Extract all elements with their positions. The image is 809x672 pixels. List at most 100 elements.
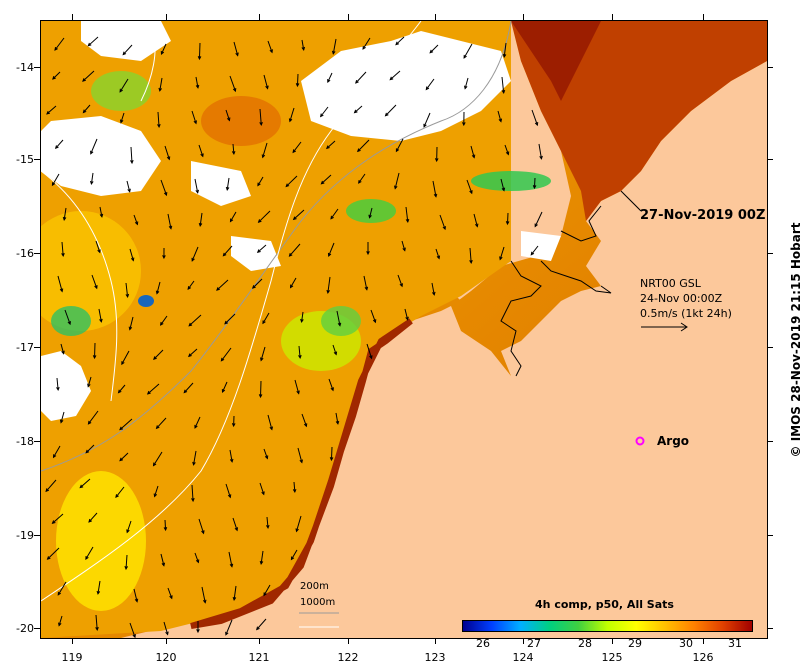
current-vector [504, 144, 509, 155]
map-canvas[interactable] [40, 20, 768, 639]
current-vector [328, 378, 334, 391]
current-vector [147, 383, 160, 395]
current-vector [401, 240, 406, 251]
current-vector [121, 350, 130, 365]
current-vector [161, 43, 167, 55]
current-vector-head [126, 529, 130, 534]
current-vector-head [194, 424, 198, 429]
current-vector-head [216, 287, 220, 291]
current-vector [183, 382, 194, 393]
current-vector-head [124, 566, 128, 571]
current-vector-head [256, 626, 260, 631]
y-tick-label: -15 [16, 153, 34, 166]
current-vector [429, 44, 439, 54]
current-vector-head [134, 221, 139, 226]
bathymetry-1000m-label: 1000m [300, 597, 336, 608]
current-vector [79, 478, 91, 488]
current-vector [267, 40, 273, 53]
current-vector [87, 376, 92, 387]
current-vector [198, 144, 204, 157]
current-vector-head [54, 145, 59, 150]
current-vector-head [87, 42, 92, 47]
current-vector-head [191, 257, 195, 262]
current-vector-head [288, 252, 293, 257]
current-vector-head [262, 320, 266, 325]
current-vector [229, 449, 233, 462]
current-vector [199, 212, 203, 226]
current-vector-head [330, 387, 334, 392]
current-vector-head [163, 527, 168, 532]
current-vector-head [285, 183, 290, 188]
current-vector [194, 552, 199, 563]
current-vector-head [54, 46, 58, 51]
current-vector-head [166, 156, 171, 161]
current-vector [533, 177, 536, 189]
current-vector [129, 316, 134, 330]
colorbar-tick: 28 [578, 637, 592, 650]
current-vector [167, 213, 172, 229]
current-vector-head [434, 158, 439, 163]
current-vector [163, 621, 169, 635]
current-vector [188, 348, 198, 357]
current-vector-head [394, 185, 398, 190]
current-vector-head [356, 148, 361, 153]
current-vector-head [333, 351, 338, 356]
coastline [500, 205, 612, 377]
current-vector-head [355, 79, 359, 84]
current-vector [47, 547, 60, 560]
current-vector [133, 214, 138, 225]
current-vector-head [384, 112, 389, 117]
current-vector-head [196, 629, 200, 634]
current-vector [355, 71, 367, 84]
current-vector-head [99, 318, 103, 323]
contour-1000m [41, 21, 422, 602]
current-vector [369, 207, 373, 218]
current-vector-head [119, 457, 124, 462]
current-vector-head [51, 520, 56, 524]
current-vector-head [92, 355, 97, 360]
current-vector [225, 619, 233, 635]
current-vector [531, 109, 538, 126]
current-vector [60, 343, 65, 354]
current-vector-head [57, 591, 62, 596]
current-vector-head [153, 493, 158, 498]
current-vector [159, 77, 163, 91]
current-vector [335, 412, 339, 424]
current-vector [435, 248, 440, 259]
colorbar-tick: 26 [476, 637, 490, 650]
current-vector [98, 308, 102, 322]
current-vector-head [501, 187, 506, 192]
current-vector [160, 553, 165, 566]
current-vector-head [229, 563, 234, 568]
current-vector [328, 242, 335, 257]
reference-vector [641, 322, 688, 332]
current-vector-head [226, 117, 231, 122]
current-vector [187, 280, 195, 290]
current-vector [232, 143, 235, 155]
current-vector-head [45, 488, 50, 493]
current-vector-head [469, 259, 473, 265]
current-vector-head [261, 491, 265, 496]
current-source-line1: NRT00 GSL [640, 277, 701, 290]
current-vector-head [224, 320, 228, 325]
current-vector-head [331, 50, 336, 55]
current-vector-head [201, 530, 205, 535]
current-vector-head [115, 494, 119, 499]
current-vector-head [51, 182, 56, 187]
current-vector-head [264, 455, 269, 460]
current-vector-head [169, 595, 173, 600]
current-vector-head [232, 88, 237, 93]
current-vector-head [399, 283, 403, 288]
current-vector [201, 586, 206, 603]
current-vector-head [425, 86, 430, 91]
current-vector [156, 417, 167, 429]
current-vector-head [61, 252, 65, 258]
current-vector [298, 345, 301, 358]
current-vector-head [87, 420, 92, 425]
current-vector-head [61, 350, 65, 355]
current-vector-head [362, 45, 366, 50]
current-vector-head [95, 626, 99, 632]
current-vector-head [119, 88, 123, 93]
current-vector [405, 206, 409, 222]
argo-label: Argo [657, 434, 690, 448]
